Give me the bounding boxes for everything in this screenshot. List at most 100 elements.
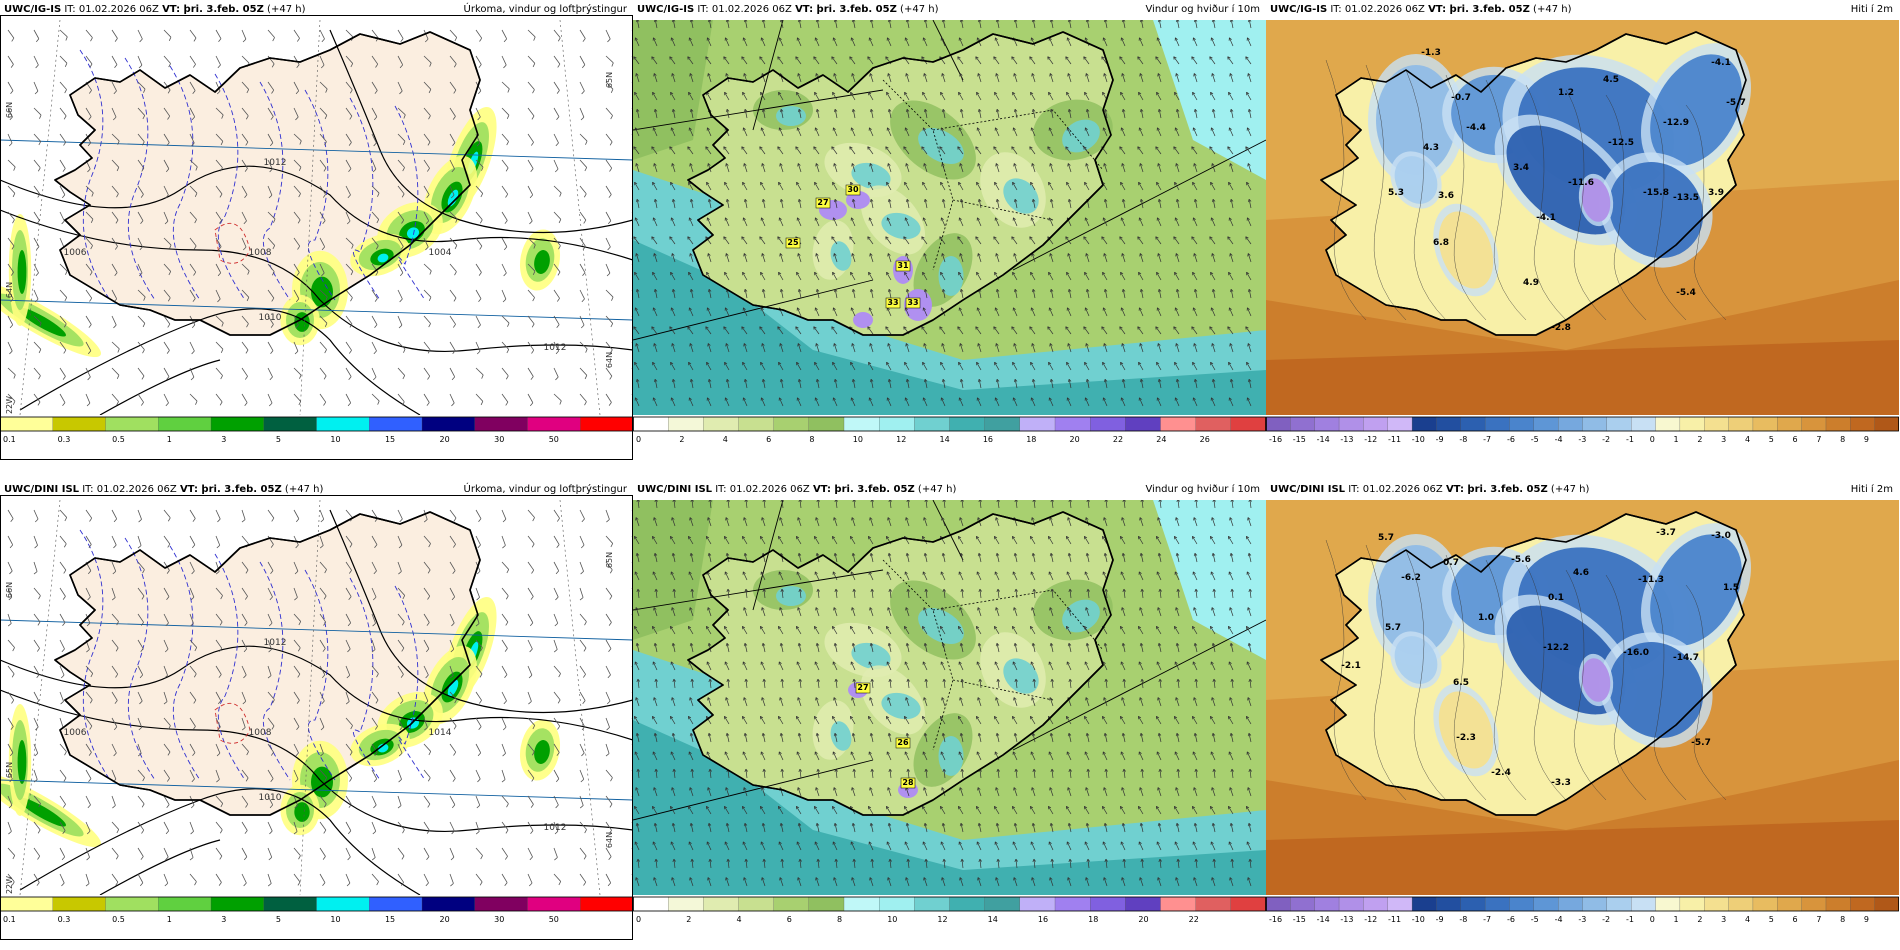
colorbar-swatch (1090, 896, 1126, 912)
colorbar-swatch (1195, 416, 1232, 432)
colorbar-swatch (263, 896, 318, 912)
colorbar-swatch (1509, 896, 1535, 912)
colorbar-tick-label: 4 (736, 915, 741, 924)
temp-label: 1.5 (1723, 583, 1739, 593)
colorbar-tick-label: 8 (1840, 435, 1845, 444)
temp-label: 6.8 (1433, 238, 1449, 248)
colorbar-swatch (1411, 896, 1438, 912)
colorbar-swatch (1338, 416, 1365, 432)
isobar-label: 1010 (259, 793, 282, 803)
colorbar-swatch (1679, 416, 1705, 432)
colorbar-tick-label: 4 (723, 435, 728, 444)
temp-colorbar: -16 -15 -14 -13 -12 -11 -10 -9 -8 -7 -6 -5 -4 -3 -2 -1 0… (1266, 895, 1899, 940)
colorbar-tick-label: -3 (1578, 435, 1586, 444)
colorbar-swatch (1019, 896, 1056, 912)
colorbar-swatch (580, 416, 633, 432)
grid-edge-label: 64N (5, 282, 14, 298)
colorbar-swatch (474, 896, 529, 912)
colorbar-swatch (633, 416, 669, 432)
colorbar-swatch (1777, 416, 1803, 432)
panel-header: UWC/DINI ISL IT: 01.02.2026 06Z VT: þri.… (633, 480, 1266, 500)
colorbar-swatch (210, 416, 265, 432)
colorbar-tick-label: 2 (679, 435, 684, 444)
panel-header: UWC/DINI ISL IT: 01.02.2026 06Z VT: þri.… (1266, 480, 1899, 500)
colorbar-swatch (1484, 416, 1511, 432)
colorbar-tick-label: -8 (1459, 435, 1467, 444)
colorbar-tick-label: -11 (1388, 435, 1401, 444)
gust-label: 31 (897, 261, 909, 270)
colorbar-tick-label: 8 (837, 915, 842, 924)
colorbar-tick-label: 30 (494, 915, 504, 924)
isobar-label: 1008 (249, 728, 272, 738)
panel-header: UWC/IG-IS IT: 01.02.2026 06Z VT: þri. 3.… (1266, 0, 1899, 20)
temp-label: -13.5 (1673, 193, 1699, 203)
colorbar-tick-label: 10 (330, 915, 340, 924)
colorbar-swatch (984, 896, 1021, 912)
valid-time: VT: þri. 3.feb. 05Z (812, 484, 915, 495)
colorbar-swatch (1752, 896, 1778, 912)
colorbar-swatch (1801, 416, 1827, 432)
temp-label: -2.3 (1456, 733, 1476, 743)
colorbar-swatch (580, 896, 633, 912)
colorbar-tick-label: 3 (221, 435, 226, 444)
colorbar-swatch (105, 416, 159, 432)
colorbar-tick-label: 0.5 (112, 915, 125, 924)
colorbar-tick-label: 20 (1070, 435, 1080, 444)
colorbar-tick-label: -6 (1507, 435, 1515, 444)
colorbar-swatch (843, 416, 880, 432)
isobar-label: 1012 (264, 158, 287, 168)
colorbar-tick-label: -16 (1269, 915, 1282, 924)
colorbar-swatch (1290, 896, 1316, 912)
grid-edge-label: 64N (605, 352, 614, 368)
colorbar-tick-label: 50 (549, 435, 559, 444)
colorbar-swatch (738, 416, 775, 432)
colorbar-swatch (1436, 416, 1462, 432)
temp-label: 1.2 (1558, 88, 1574, 98)
init-time: IT: 01.02.2026 06Z (697, 4, 792, 15)
colorbar-tick-label: 50 (549, 915, 559, 924)
colorbar-tick-label: -4 (1555, 915, 1563, 924)
colorbar-swatch (1363, 896, 1389, 912)
colorbar-swatch (158, 416, 212, 432)
colorbar-tick-label: 0 (1650, 435, 1655, 444)
colorbar-tick-label: -7 (1483, 435, 1491, 444)
temp-label: -6.2 (1401, 573, 1421, 583)
temp-label: -3.3 (1551, 778, 1571, 788)
colorbar-swatch (1019, 416, 1056, 432)
isobar-label: 1014 (429, 728, 452, 738)
colorbar-tick-label: -14 (1317, 915, 1330, 924)
colorbar-swatch (52, 416, 107, 432)
temp-label: -11.3 (1638, 575, 1664, 585)
colorbar-swatch (949, 896, 986, 912)
colorbar-tick-label: 2 (686, 915, 691, 924)
colorbar-swatch (1125, 416, 1162, 432)
colorbar-tick-label: 3 (1721, 915, 1726, 924)
colorbar-swatch (1230, 416, 1266, 432)
gust-label: 27 (817, 198, 828, 207)
temp-label: 3.6 (1438, 191, 1454, 201)
temp-label: -4.1 (1536, 213, 1556, 223)
colorbar-swatch (1631, 416, 1657, 432)
colorbar-swatch (1777, 896, 1803, 912)
colorbar-swatch (1606, 896, 1632, 912)
colorbar-tick-label: -7 (1483, 915, 1491, 924)
colorbar-tick-label: 0.3 (58, 915, 71, 924)
colorbar-tick-label: -8 (1459, 915, 1467, 924)
colorbar-tick-label: -3 (1578, 915, 1586, 924)
colorbar-tick-label: 30 (494, 435, 504, 444)
colorbar-swatch (633, 896, 669, 912)
colorbar-swatch (879, 416, 915, 432)
colorbar-tick-label: -12 (1364, 435, 1377, 444)
isobar-label: 1004 (429, 248, 452, 258)
model-name: UWC/IG-IS (1270, 4, 1328, 15)
temp-label: 4.9 (1523, 278, 1539, 288)
colorbar-tick-label: 20 (440, 915, 450, 924)
colorbar-tick-label: -5 (1531, 915, 1539, 924)
colorbar-swatch (1874, 416, 1899, 432)
colorbar-swatch (1752, 416, 1778, 432)
lead-time: (+47 h) (900, 4, 939, 15)
wind-map: 27 26 28 (633, 500, 1266, 895)
colorbar-tick-label: 14 (988, 915, 998, 924)
init-time: IT: 01.02.2026 06Z (715, 484, 810, 495)
isobar-label: 1012 (544, 823, 567, 833)
